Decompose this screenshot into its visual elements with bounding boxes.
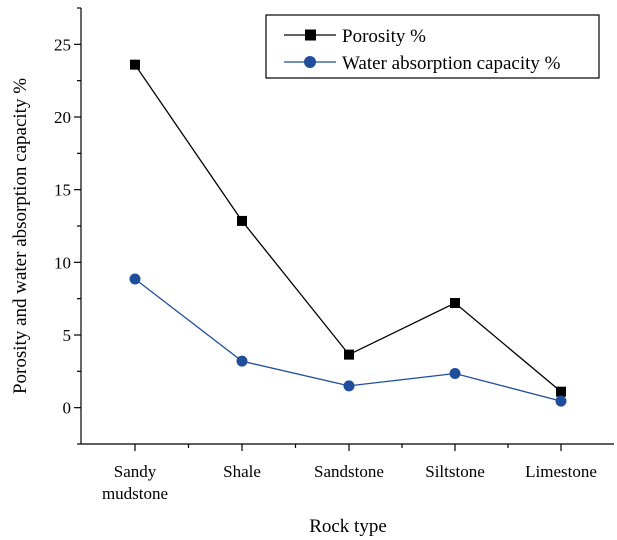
y-tick-label: 25 (54, 35, 71, 54)
data-point (450, 298, 460, 309)
x-tick-label-line: mudstone (102, 484, 168, 503)
data-point (344, 349, 354, 360)
x-tick-label: Siltstone (425, 462, 485, 481)
y-tick-label: 20 (54, 108, 71, 127)
x-tick-label-line: Shale (223, 462, 261, 481)
data-point (129, 273, 141, 285)
y-tick-label: 10 (54, 253, 71, 272)
data-point (130, 59, 140, 70)
data-point (237, 215, 247, 226)
data-point (556, 386, 566, 397)
x-tick-label: Shale (223, 462, 261, 481)
data-point (343, 380, 355, 392)
legend-swatch-marker (305, 29, 316, 41)
y-tick-label: 5 (63, 326, 72, 345)
y-tick-label: 15 (54, 181, 71, 200)
x-tick-label: Sandy mudstone (102, 462, 168, 503)
legend-label: Water absorption capacity % (342, 53, 561, 74)
y-axis-title: Porosity and water absorption capacity % (10, 78, 31, 394)
x-axis-title: Rock type (309, 516, 387, 537)
data-point (236, 355, 248, 367)
x-tick-label-line: Sandstone (314, 462, 384, 481)
series-water-absorption (129, 273, 567, 407)
legend-swatch-marker (304, 56, 316, 68)
legend-label: Porosity % (342, 26, 426, 47)
axes: 0 5 10 15 20 25 Sandy mudstone Shale Sandstone Sil… (54, 7, 614, 503)
series-layer (129, 59, 567, 407)
x-tick-label-line: Limestone (525, 462, 597, 481)
x-tick-label: Sandstone (314, 462, 384, 481)
series-line (134, 64, 562, 393)
x-tick-label: Limestone (525, 462, 597, 481)
data-point (555, 395, 567, 407)
x-tick-label-line: Sandy (114, 462, 157, 481)
y-tick-label: 0 (63, 399, 72, 418)
legend-box (265, 14, 600, 79)
series-porosity (130, 59, 566, 397)
data-point (449, 368, 461, 380)
legend: Porosity % Water absorption capacity % (265, 14, 600, 79)
x-tick-label-line: Siltstone (425, 462, 485, 481)
